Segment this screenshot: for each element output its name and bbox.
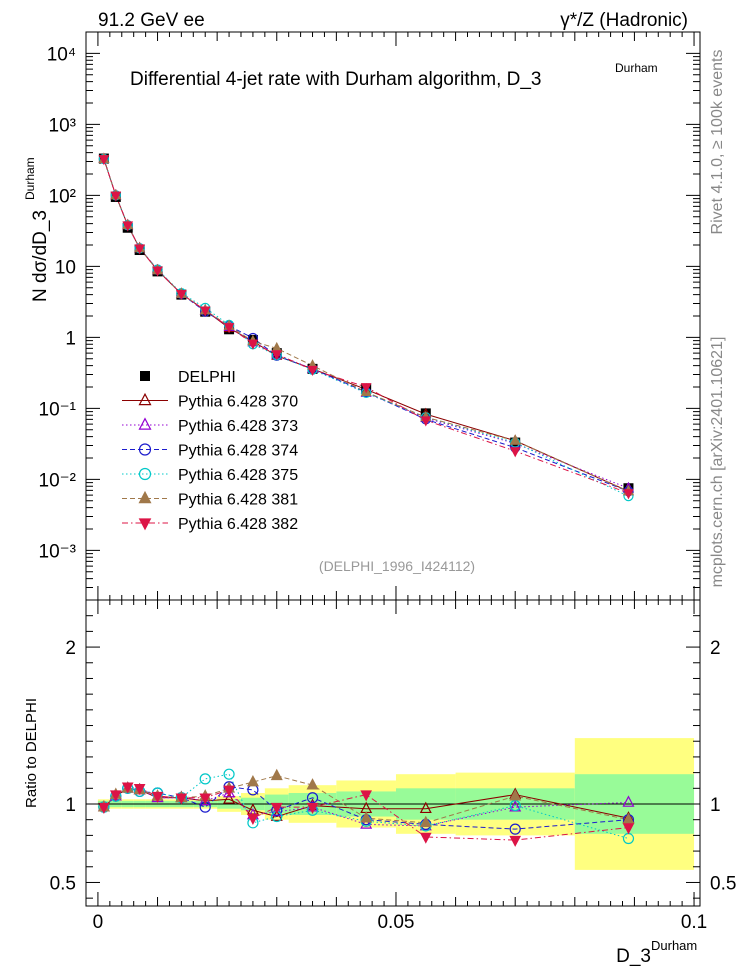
main-panel: 10⁻³ 10⁻² 10⁻¹ 1 10 10² 10³ 10⁴ Differential 4-… — [23, 31, 701, 601]
legend-entry: Pythia 6.428 370 — [178, 394, 298, 411]
legend: DELPHI Pythia 6.428 370 Pythia 6.428 373 Py… — [122, 369, 298, 533]
series-line-main — [103, 158, 629, 489]
data-point-main — [199, 306, 211, 317]
x-axis-label: D_3 — [616, 946, 651, 967]
legend-entry: Pythia 6.428 374 — [178, 443, 298, 460]
data-point-main — [509, 434, 521, 445]
legend-marker — [140, 371, 150, 381]
ratio-ytick-label: 2 — [65, 638, 76, 659]
series-line-main — [103, 158, 629, 492]
data-point-ratio — [246, 774, 259, 787]
data-point-main — [509, 447, 521, 458]
data-point-ratio — [199, 773, 211, 785]
data-point-ratio — [419, 832, 432, 844]
main-ytick-label: 10 — [55, 257, 76, 278]
data-point-ratio — [109, 790, 122, 802]
data-point-ratio — [175, 793, 188, 805]
data-point-main — [134, 244, 145, 255]
data-point-ratio — [223, 792, 236, 804]
legend-entry: Pythia 6.428 373 — [178, 418, 298, 435]
data-point-main — [223, 323, 235, 334]
xtick-label: 0.05 — [377, 912, 414, 933]
main-frame — [85, 31, 701, 601]
data-point-ratio — [509, 789, 522, 801]
data-point-ratio — [360, 811, 373, 823]
ratio-ytick-label-right: 1 — [710, 795, 721, 816]
data-point-main — [307, 365, 318, 376]
ratio-ytick-label: 1 — [65, 795, 76, 816]
data-point-main — [110, 191, 122, 202]
data-point-main — [360, 383, 372, 394]
main-ytick-label: 1 — [65, 328, 76, 349]
legend-entry: Pythia 6.428 382 — [178, 516, 298, 533]
data-point-main — [420, 416, 432, 427]
ratio-frame — [85, 599, 701, 907]
data-point-ratio — [223, 768, 235, 780]
legend-entry: Pythia 6.428 381 — [178, 492, 298, 509]
legend-entry: DELPHI — [178, 369, 236, 386]
data-point-ratio — [419, 815, 432, 828]
ratio-ylabel: Ratio to DELPHI — [23, 698, 40, 808]
data-point-main — [98, 155, 110, 166]
header-energy: 91.2 GeV ee — [98, 10, 205, 31]
analysis-id: (DELPHI_1996_I424112) — [319, 558, 475, 574]
data-point-ratio — [270, 802, 283, 814]
main-title-sup: Durham — [615, 61, 658, 75]
data-point-ratio — [622, 795, 635, 807]
x-axis-label-sup: Durham — [651, 938, 697, 953]
data-point-main — [247, 339, 259, 350]
mcplots-label: mcplots.cern.ch [arXiv:2401.10621] — [709, 337, 726, 588]
main-title: Differential 4-jet rate with Durham algo… — [130, 69, 542, 90]
ratio-panel: 0.5 0.5 1 1 2 2 0 0.05 0.1 Ratio to DELPHI D_3 D… — [23, 599, 736, 967]
main-ytick-label: 10⁻¹ — [39, 399, 77, 420]
xtick-label: 0 — [93, 912, 104, 933]
xtick-label: 0.1 — [681, 912, 707, 933]
data-point-ratio — [133, 784, 146, 796]
main-ytick-label: 10² — [49, 186, 76, 207]
legend-marker — [138, 392, 152, 406]
legend-marker — [138, 467, 152, 481]
main-ytick-label: 10³ — [49, 115, 76, 136]
main-ytick-label: 10⁻³ — [39, 541, 77, 562]
data-point-main — [271, 350, 283, 361]
data-point-ratio — [306, 778, 319, 790]
main-ytick-label: 10⁻² — [39, 470, 77, 491]
data-point-main — [176, 289, 187, 301]
data-point-ratio — [98, 802, 110, 814]
data-point-ratio — [270, 768, 283, 781]
main-ylabel-sup: Durham — [23, 157, 37, 200]
rivet-label: Rivet 4.1.0, ≥ 100k events — [709, 50, 726, 235]
data-point-ratio — [151, 791, 164, 803]
data-point-main — [623, 489, 634, 500]
main-ytick-label: 10⁴ — [47, 44, 76, 65]
series-line-main — [103, 158, 629, 492]
data-point-ratio — [199, 793, 212, 805]
legend-marker — [138, 443, 152, 456]
legend-marker — [138, 518, 152, 531]
data-point-ratio — [509, 823, 521, 835]
legend-marker — [138, 417, 152, 430]
data-point-ratio — [306, 792, 319, 804]
data-point-main — [152, 266, 163, 277]
data-point-ratio — [121, 782, 134, 794]
data-point-ratio — [306, 802, 319, 814]
series-line-main — [103, 158, 629, 492]
data-point-ratio — [247, 813, 259, 825]
legend-entry: Pythia 6.428 375 — [178, 467, 298, 484]
data-point-main — [122, 221, 134, 232]
main-ylabel: N dσ/dD_3 — [30, 210, 51, 302]
ratio-ytick-label-right: 2 — [710, 638, 721, 659]
data-point-ratio — [223, 785, 235, 797]
header-process: γ*/Z (Hadronic) — [560, 10, 688, 31]
ratio-ytick-label-right: 0.5 — [710, 873, 736, 894]
data-point-ratio — [622, 823, 635, 835]
data-point-ratio — [509, 835, 522, 847]
data-point-ratio — [509, 799, 521, 812]
ratio-ytick-label: 0.5 — [50, 873, 76, 894]
data-point-ratio — [360, 790, 373, 802]
data-point-ratio — [419, 801, 432, 814]
legend-marker — [138, 490, 152, 504]
